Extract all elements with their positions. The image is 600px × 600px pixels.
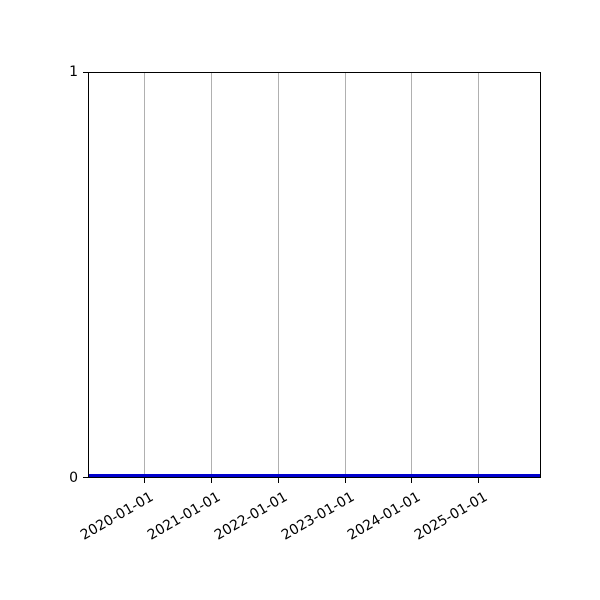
- gridline-2022: [278, 73, 279, 477]
- gridline-2025: [478, 73, 479, 477]
- y-tick-mark-1: [83, 72, 88, 73]
- x-tick-mark-2022: [278, 478, 279, 483]
- series-flat-zero-line: [89, 474, 540, 477]
- x-tick-label-2025: 2025-01-01: [411, 489, 490, 544]
- x-tick-mark-2023: [345, 478, 346, 483]
- x-tick-label-2021: 2021-01-01: [144, 489, 223, 544]
- y-tick-mark-0: [83, 477, 88, 478]
- y-tick-label-1: 1: [69, 64, 78, 80]
- gridline-2020: [144, 73, 145, 477]
- gridline-2024: [411, 73, 412, 477]
- x-tick-mark-2025: [478, 478, 479, 483]
- x-tick-label-2020: 2020-01-01: [77, 489, 156, 544]
- x-tick-label-2022: 2022-01-01: [211, 489, 290, 544]
- gridline-2021: [211, 73, 212, 477]
- x-tick-mark-2020: [144, 478, 145, 483]
- x-tick-mark-2021: [211, 478, 212, 483]
- x-tick-mark-2024: [411, 478, 412, 483]
- y-tick-label-0: 0: [69, 470, 78, 486]
- plot-area: [88, 72, 541, 478]
- gridline-2023: [345, 73, 346, 477]
- x-tick-label-2024: 2024-01-01: [344, 489, 423, 544]
- x-tick-label-2023: 2023-01-01: [278, 489, 357, 544]
